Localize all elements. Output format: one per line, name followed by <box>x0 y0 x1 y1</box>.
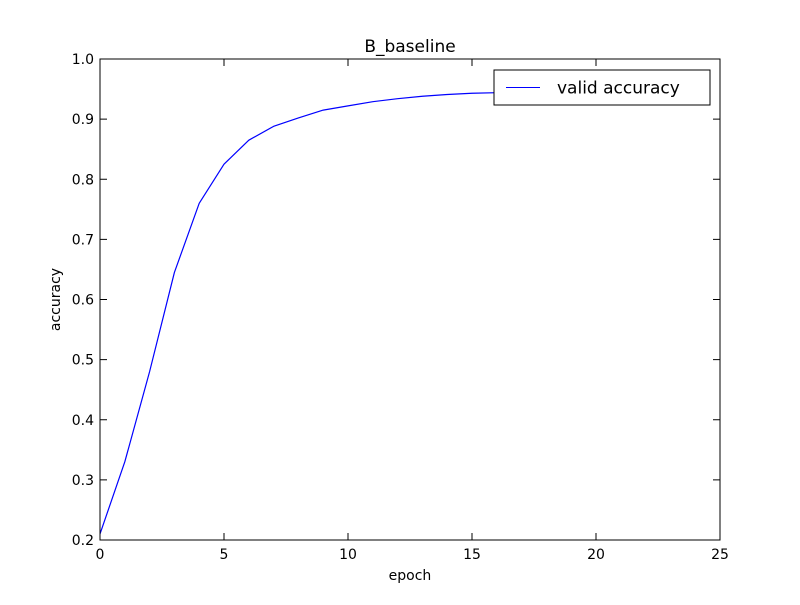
y-tick-label-7: 0.9 <box>72 112 94 128</box>
y-tick-label-3: 0.5 <box>72 353 94 369</box>
x-tick-label-1: 5 <box>220 547 229 563</box>
y-tick-label-8: 1.0 <box>72 52 94 68</box>
y-tick-label-6: 0.8 <box>72 172 94 188</box>
legend: valid accuracy <box>493 69 711 106</box>
x-tick-label-5: 25 <box>711 547 729 563</box>
y-axis-title: accuracy <box>48 268 64 331</box>
y-tick-label-0: 0.2 <box>72 533 94 549</box>
x-tick-label-3: 15 <box>463 547 481 563</box>
legend-label-valid-accuracy: valid accuracy <box>557 79 680 99</box>
y-tick-label-1: 0.3 <box>72 473 94 489</box>
series-layer <box>99 90 572 535</box>
series-line-0 <box>99 90 572 535</box>
x-axis-title: epoch <box>389 568 432 584</box>
x-tick-label-2: 10 <box>339 547 357 563</box>
x-tick-label-0: 0 <box>96 547 105 563</box>
chart-title: B_baseline <box>364 37 455 57</box>
y-tick-label-2: 0.4 <box>72 413 94 429</box>
y-tick-label-4: 0.6 <box>72 293 94 309</box>
axis-ticks: 0 5 10 15 20 25 0.2 0.3 0.4 0.5 0.6 0.7 0.8 0.9 1.0 <box>72 52 729 563</box>
plot-area-frame <box>99 58 721 541</box>
x-tick-label-4: 20 <box>587 547 605 563</box>
y-tick-label-5: 0.7 <box>72 232 94 248</box>
